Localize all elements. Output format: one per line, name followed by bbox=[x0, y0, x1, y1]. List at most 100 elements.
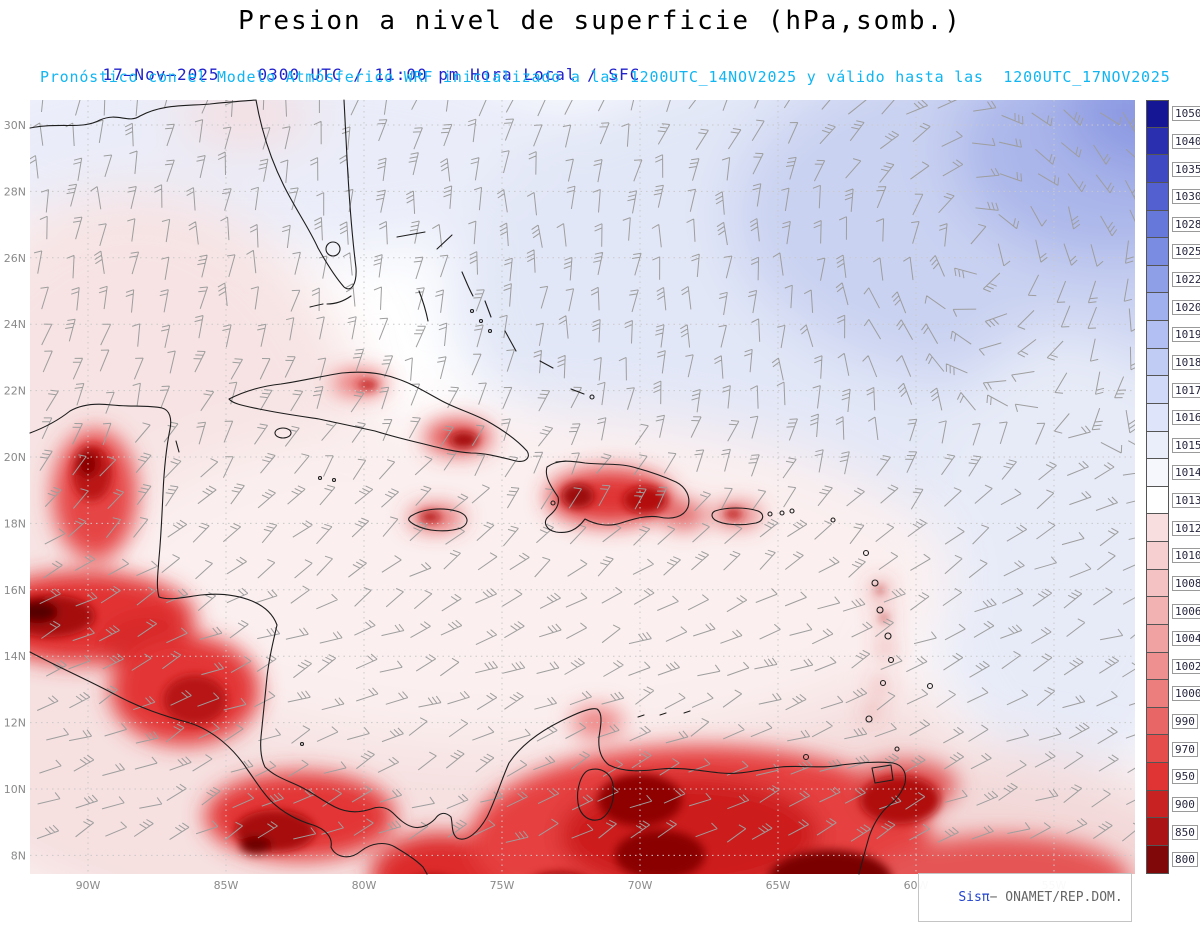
legend-label: 1028 bbox=[1172, 216, 1200, 232]
puerto-rico-coast bbox=[711, 507, 764, 526]
legend-label: 1014 bbox=[1172, 465, 1200, 481]
legend-label: 1006 bbox=[1172, 603, 1200, 619]
legend-entry: 1022 bbox=[1146, 265, 1200, 294]
forecast-line: Pronóstico con el Modelo Atmósferico WRF… bbox=[40, 68, 1171, 86]
lon-label: 90W bbox=[76, 879, 101, 892]
legend-entry: 1020 bbox=[1146, 293, 1200, 321]
cuba-coast bbox=[228, 371, 529, 462]
legend-label: 1012 bbox=[1172, 520, 1200, 536]
legend-entry: 1014 bbox=[1146, 459, 1200, 487]
time-text: 0300 UTC / 11:00 pm Hora Local / SFC bbox=[257, 65, 641, 84]
legend-swatch bbox=[1146, 735, 1169, 763]
legend-label: 1004 bbox=[1172, 631, 1200, 647]
lake-maracaibo bbox=[577, 768, 615, 821]
legend-label: 1022 bbox=[1172, 272, 1200, 288]
lon-label: 65W bbox=[766, 879, 791, 892]
lat-label: 24N bbox=[4, 318, 26, 331]
legend-label: 1018 bbox=[1172, 354, 1200, 370]
high-pressure-field bbox=[30, 100, 1135, 790]
legend-swatch bbox=[1146, 486, 1169, 515]
legend-entry: 1000 bbox=[1146, 680, 1200, 708]
legend-entry: 800 bbox=[1146, 845, 1200, 874]
isla-juventud bbox=[274, 427, 292, 439]
legend-entry: 1035 bbox=[1146, 155, 1200, 183]
legend-swatch bbox=[1146, 459, 1169, 487]
legend-swatch bbox=[1146, 321, 1169, 349]
lat-label: 18N bbox=[4, 517, 26, 530]
lesser-antilles-islands bbox=[637, 508, 934, 784]
watermark-text: − ONAMET/REP.DOM. bbox=[989, 890, 1123, 905]
cozumel bbox=[175, 440, 180, 453]
legend-label: 850 bbox=[1172, 824, 1198, 840]
lat-label: 12N bbox=[4, 717, 26, 730]
legend-swatch bbox=[1146, 238, 1169, 266]
legend-label: 1000 bbox=[1172, 686, 1200, 702]
lon-label: 70W bbox=[628, 879, 653, 892]
page-title: Presion a nivel de superficie (hPa,somb.… bbox=[238, 6, 962, 36]
legend-swatch bbox=[1146, 100, 1169, 128]
legend-label: 1030 bbox=[1172, 189, 1200, 205]
lon-label: 85W bbox=[214, 879, 239, 892]
legend-label: 1002 bbox=[1172, 658, 1200, 674]
legend-swatch bbox=[1146, 790, 1169, 819]
lat-label: 20N bbox=[4, 451, 26, 464]
legend-entry: 1019 bbox=[1146, 321, 1200, 349]
legend-label: 1035 bbox=[1172, 161, 1200, 177]
legend-swatch bbox=[1146, 265, 1169, 294]
legend-entry: 1006 bbox=[1146, 597, 1200, 625]
legend-swatch bbox=[1146, 293, 1169, 321]
lon-label: 80W bbox=[352, 879, 377, 892]
pacific-coast bbox=[29, 651, 428, 875]
legend-label: 1008 bbox=[1172, 575, 1200, 591]
legend-swatch bbox=[1146, 680, 1169, 708]
legend-entry: 1013 bbox=[1146, 486, 1200, 515]
watermark: Sisπ− ONAMET/REP.DOM. bbox=[918, 873, 1132, 922]
legend-label: 1019 bbox=[1172, 327, 1200, 343]
lat-label: 14N bbox=[4, 650, 26, 663]
legend-label: 1020 bbox=[1172, 299, 1200, 315]
legend-swatch bbox=[1146, 348, 1169, 377]
legend-swatch bbox=[1146, 624, 1169, 653]
small-islands bbox=[299, 460, 567, 747]
legend-label: 900 bbox=[1172, 796, 1198, 812]
legend-swatch bbox=[1146, 707, 1169, 736]
bahamas-islands bbox=[396, 231, 595, 400]
lat-label: 28N bbox=[4, 185, 26, 198]
legend-entry: 1050 bbox=[1146, 100, 1200, 128]
legend-swatch bbox=[1146, 652, 1169, 681]
legend-entry: 1004 bbox=[1146, 624, 1200, 653]
legend-label: 1015 bbox=[1172, 437, 1200, 453]
wind-barbs bbox=[30, 100, 1135, 843]
florida-coast bbox=[255, 99, 357, 290]
legend-label: 800 bbox=[1172, 852, 1198, 868]
legend-entry: 970 bbox=[1146, 735, 1200, 763]
legend-entry: 1012 bbox=[1146, 514, 1200, 542]
legend-entry: 900 bbox=[1146, 790, 1200, 819]
lat-label: 22N bbox=[4, 385, 26, 398]
legend-entry: 1010 bbox=[1146, 542, 1200, 570]
lake-okeechobee bbox=[325, 241, 341, 257]
legend-entry: 950 bbox=[1146, 763, 1200, 791]
legend-entry: 1015 bbox=[1146, 431, 1200, 460]
legend-swatch bbox=[1146, 127, 1169, 156]
coastlines bbox=[29, 99, 934, 875]
legend-label: 1016 bbox=[1172, 410, 1200, 426]
legend-entry: 1030 bbox=[1146, 182, 1200, 211]
legend-label: 990 bbox=[1172, 714, 1198, 730]
legend-entry: 1016 bbox=[1146, 403, 1200, 432]
lat-label: 8N bbox=[11, 849, 26, 862]
legend-label: 1017 bbox=[1172, 382, 1200, 398]
legend-entry: 1018 bbox=[1146, 348, 1200, 377]
pressure-legend: 1050 1040 1035 1030 1028 1025 1022 1020 1019 1018… bbox=[1146, 100, 1200, 874]
watermark-brand: Sisπ bbox=[958, 890, 990, 905]
legend-swatch bbox=[1146, 431, 1169, 460]
legend-swatch bbox=[1146, 597, 1169, 625]
legend-swatch bbox=[1146, 763, 1169, 791]
legend-entry: 1008 bbox=[1146, 569, 1200, 598]
legend-label: 1010 bbox=[1172, 548, 1200, 564]
legend-entry: 1040 bbox=[1146, 127, 1200, 156]
jamaica-coast bbox=[408, 508, 468, 532]
legend-label: 950 bbox=[1172, 769, 1198, 785]
